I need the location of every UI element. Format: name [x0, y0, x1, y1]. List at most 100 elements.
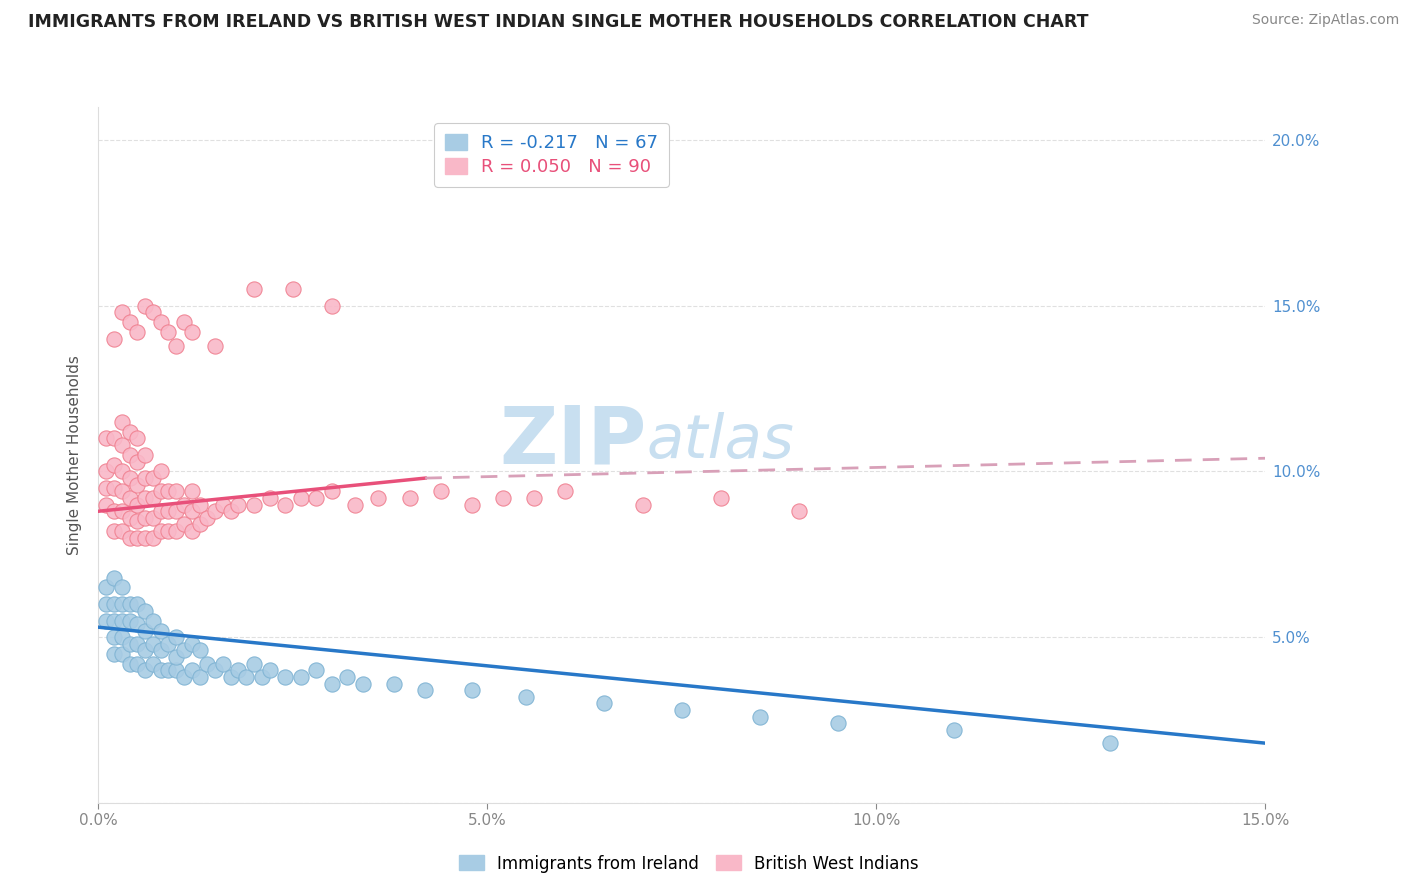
- Point: [96, 581, 118, 595]
- Point: [134, 491, 156, 505]
- Point: [321, 484, 343, 499]
- Point: [149, 484, 172, 499]
- Point: [228, 663, 250, 677]
- Point: [492, 491, 515, 505]
- Point: [118, 425, 141, 439]
- Point: [631, 498, 654, 512]
- Point: [127, 514, 149, 528]
- Point: [157, 504, 180, 518]
- Point: [461, 498, 484, 512]
- Y-axis label: Single Mother Households: Single Mother Households: [67, 355, 83, 555]
- Point: [127, 431, 149, 445]
- Point: [165, 630, 187, 644]
- Point: [127, 637, 149, 651]
- Point: [134, 471, 156, 485]
- Point: [180, 326, 202, 340]
- Point: [165, 484, 187, 499]
- Point: [523, 491, 546, 505]
- Point: [142, 657, 165, 671]
- Point: [250, 670, 273, 684]
- Point: [157, 484, 180, 499]
- Point: [180, 524, 202, 538]
- Point: [173, 517, 195, 532]
- Point: [305, 491, 328, 505]
- Point: [173, 670, 195, 684]
- Point: [127, 454, 149, 468]
- Point: [103, 524, 125, 538]
- Point: [827, 716, 849, 731]
- Point: [180, 663, 202, 677]
- Point: [134, 604, 156, 618]
- Point: [149, 465, 172, 479]
- Point: [111, 465, 134, 479]
- Point: [165, 663, 187, 677]
- Text: IMMIGRANTS FROM IRELAND VS BRITISH WEST INDIAN SINGLE MOTHER HOUSEHOLDS CORRELAT: IMMIGRANTS FROM IRELAND VS BRITISH WEST …: [28, 13, 1088, 31]
- Point: [127, 531, 149, 545]
- Point: [111, 484, 134, 499]
- Point: [127, 616, 149, 631]
- Point: [352, 676, 374, 690]
- Point: [157, 637, 180, 651]
- Point: [103, 481, 125, 495]
- Point: [180, 484, 202, 499]
- Point: [748, 709, 770, 723]
- Point: [149, 624, 172, 638]
- Point: [281, 282, 304, 296]
- Point: [96, 597, 118, 611]
- Point: [103, 614, 125, 628]
- Point: [429, 484, 451, 499]
- Point: [118, 614, 141, 628]
- Point: [111, 524, 134, 538]
- Legend: Immigrants from Ireland, British West Indians: Immigrants from Ireland, British West In…: [453, 848, 925, 880]
- Point: [243, 282, 266, 296]
- Point: [134, 643, 156, 657]
- Point: [103, 332, 125, 346]
- Point: [134, 448, 156, 462]
- Text: atlas: atlas: [647, 411, 794, 470]
- Point: [134, 624, 156, 638]
- Point: [127, 597, 149, 611]
- Point: [142, 491, 165, 505]
- Point: [188, 517, 211, 532]
- Point: [710, 491, 733, 505]
- Point: [103, 570, 125, 584]
- Point: [118, 597, 141, 611]
- Point: [219, 670, 242, 684]
- Point: [127, 326, 149, 340]
- Point: [127, 657, 149, 671]
- Point: [165, 504, 187, 518]
- Point: [165, 338, 187, 352]
- Point: [103, 504, 125, 518]
- Point: [195, 657, 218, 671]
- Point: [219, 504, 242, 518]
- Point: [103, 458, 125, 472]
- Point: [111, 438, 134, 452]
- Point: [111, 504, 134, 518]
- Point: [321, 676, 343, 690]
- Point: [96, 614, 118, 628]
- Point: [188, 670, 211, 684]
- Point: [118, 491, 141, 505]
- Point: [118, 511, 141, 525]
- Point: [103, 597, 125, 611]
- Point: [243, 498, 266, 512]
- Point: [96, 481, 118, 495]
- Point: [111, 305, 134, 319]
- Point: [149, 315, 172, 329]
- Point: [274, 670, 297, 684]
- Point: [671, 703, 693, 717]
- Point: [165, 650, 187, 665]
- Point: [118, 448, 141, 462]
- Point: [149, 643, 172, 657]
- Point: [96, 465, 118, 479]
- Point: [461, 683, 484, 698]
- Point: [188, 498, 211, 512]
- Point: [290, 670, 312, 684]
- Point: [96, 431, 118, 445]
- Point: [212, 498, 235, 512]
- Point: [134, 511, 156, 525]
- Point: [142, 614, 165, 628]
- Point: [142, 511, 165, 525]
- Point: [142, 471, 165, 485]
- Point: [180, 637, 202, 651]
